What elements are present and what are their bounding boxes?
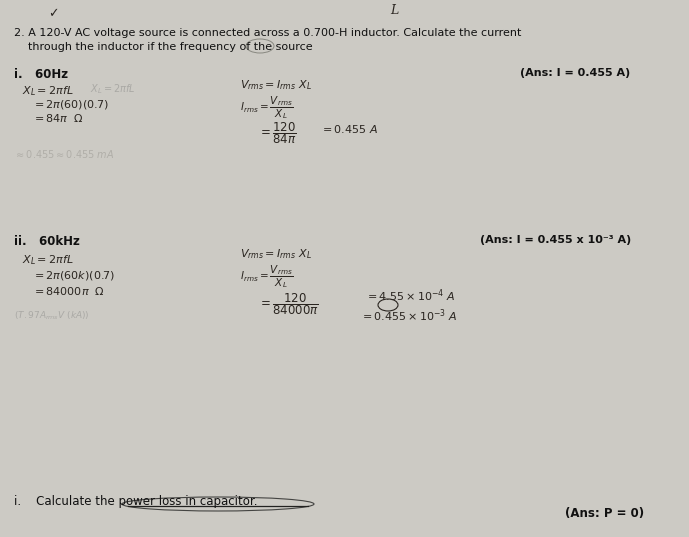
Text: 2. A 120-V AC voltage source is connected across a 0.700-H inductor. Calculate t: 2. A 120-V AC voltage source is connecte… bbox=[14, 28, 522, 38]
Text: L: L bbox=[390, 4, 398, 17]
Text: through the inductor if the frequency of the source: through the inductor if the frequency of… bbox=[14, 42, 313, 52]
Text: $X_L = 2\pi f L$: $X_L = 2\pi f L$ bbox=[22, 84, 74, 98]
Text: $I_{rms} = \dfrac{V_{rms}}{X_L}$: $I_{rms} = \dfrac{V_{rms}}{X_L}$ bbox=[240, 263, 294, 290]
Text: $= \dfrac{120}{84000\pi}$: $= \dfrac{120}{84000\pi}$ bbox=[258, 291, 319, 317]
Text: (Ans: I = 0.455 x 10⁻³ A): (Ans: I = 0.455 x 10⁻³ A) bbox=[480, 235, 631, 245]
Text: $(T.97 A_{rms} V\ (kA))$: $(T.97 A_{rms} V\ (kA))$ bbox=[14, 310, 90, 323]
Text: i.    Calculate the power loss in capacitor.: i. Calculate the power loss in capacitor… bbox=[14, 495, 258, 508]
Text: $X_L = 2\pi f L$: $X_L = 2\pi f L$ bbox=[22, 253, 74, 267]
Text: $= 0.455 \times 10^{-3}\ A$: $= 0.455 \times 10^{-3}\ A$ bbox=[360, 307, 457, 324]
Text: $= 84\pi \ \ \Omega$: $= 84\pi \ \ \Omega$ bbox=[32, 112, 84, 124]
Text: ✓: ✓ bbox=[48, 7, 59, 20]
Text: $X_L = 2\pi f L$: $X_L = 2\pi f L$ bbox=[90, 82, 136, 96]
Text: $= 0.455\ A$: $= 0.455\ A$ bbox=[320, 123, 378, 135]
Text: i.   60Hz: i. 60Hz bbox=[14, 68, 68, 81]
Text: $V_{rms} = I_{rms}\ X_L$: $V_{rms} = I_{rms}\ X_L$ bbox=[240, 247, 312, 261]
Text: $= 4.55 \times 10^{-4}\ A$: $= 4.55 \times 10^{-4}\ A$ bbox=[365, 287, 455, 303]
Text: ii.   60kHz: ii. 60kHz bbox=[14, 235, 80, 248]
Text: $I_{rms} = \dfrac{V_{rms}}{X_L}$: $I_{rms} = \dfrac{V_{rms}}{X_L}$ bbox=[240, 94, 294, 121]
Text: (Ans: P = 0): (Ans: P = 0) bbox=[565, 507, 644, 520]
Text: $\approx 0.455 \approx 0.455\ mA$: $\approx 0.455 \approx 0.455\ mA$ bbox=[14, 148, 114, 160]
Text: $V_{rms} = I_{rms}\ X_L$: $V_{rms} = I_{rms}\ X_L$ bbox=[240, 78, 312, 92]
Text: $= 2\pi(60k)(0.7)$: $= 2\pi(60k)(0.7)$ bbox=[32, 269, 115, 282]
Text: $= 84000\pi \ \ \Omega$: $= 84000\pi \ \ \Omega$ bbox=[32, 285, 105, 297]
Text: $= \dfrac{120}{84\pi}$: $= \dfrac{120}{84\pi}$ bbox=[258, 120, 297, 146]
Text: (Ans: I = 0.455 A): (Ans: I = 0.455 A) bbox=[520, 68, 630, 78]
Text: $= 2\pi(60)(0.7)$: $= 2\pi(60)(0.7)$ bbox=[32, 98, 109, 111]
